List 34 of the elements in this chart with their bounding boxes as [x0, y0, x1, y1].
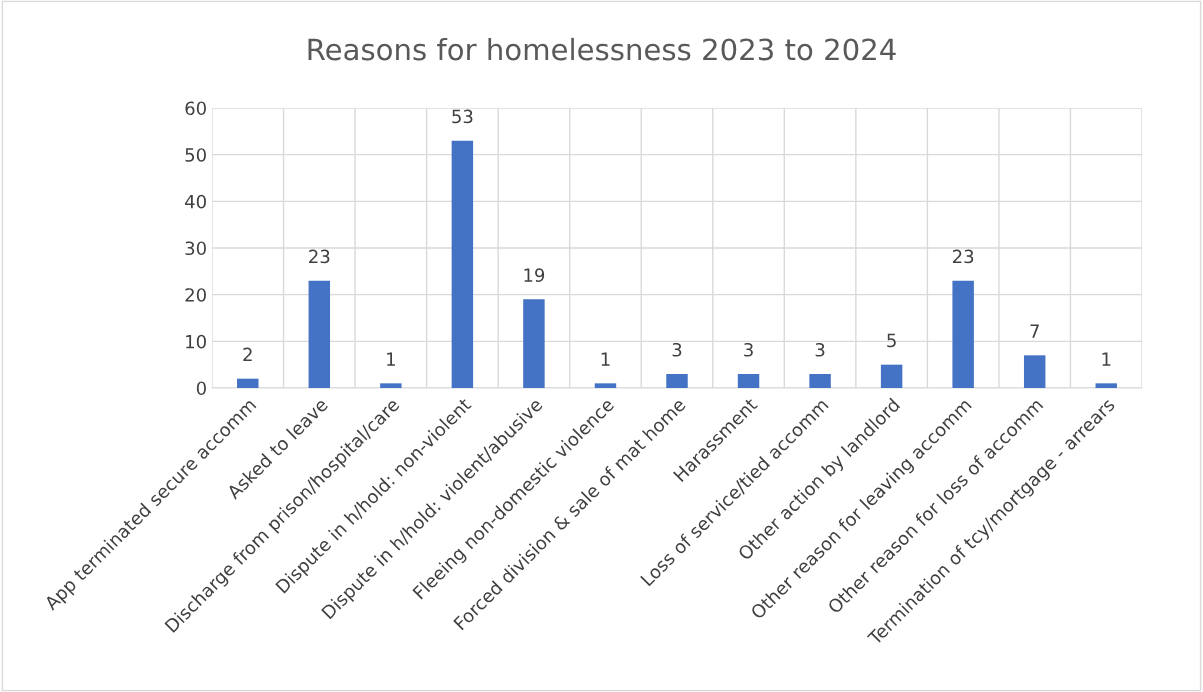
chart-title: Reasons for homelessness 2023 to 2024 — [308, 37, 896, 61]
y-tick-label: 30 — [185, 241, 206, 256]
data-label: 23 — [952, 249, 974, 264]
bar — [237, 378, 259, 388]
y-tick-label: 60 — [185, 101, 206, 116]
y-tick-label: 0 — [196, 381, 206, 396]
bar — [380, 383, 402, 388]
bar — [952, 280, 974, 388]
bar — [1095, 383, 1117, 388]
data-label: 23 — [309, 249, 330, 264]
y-tick-label: 50 — [185, 148, 206, 162]
bar — [523, 299, 545, 388]
bar — [880, 364, 903, 388]
bar — [594, 383, 617, 388]
data-label: 1 — [387, 352, 395, 366]
data-label: 7 — [1030, 324, 1039, 338]
y-tick-label: 10 — [186, 334, 206, 349]
data-label: 1 — [601, 352, 610, 366]
data-label: 53 — [452, 109, 473, 124]
y-tick-label: 40 — [185, 194, 206, 209]
data-label: 5 — [887, 333, 896, 348]
data-label: 19 — [524, 268, 545, 282]
bar — [1023, 355, 1046, 388]
data-label: 3 — [815, 342, 825, 357]
data-label: 1 — [1102, 352, 1111, 366]
bar — [451, 140, 474, 388]
y-tick-label: 20 — [185, 288, 206, 302]
data-label: 3 — [744, 342, 753, 357]
bar — [308, 280, 331, 388]
bar — [666, 374, 688, 388]
bar — [809, 374, 831, 388]
data-label: 3 — [672, 342, 682, 357]
bar — [737, 374, 760, 388]
data-label: 2 — [243, 347, 252, 362]
